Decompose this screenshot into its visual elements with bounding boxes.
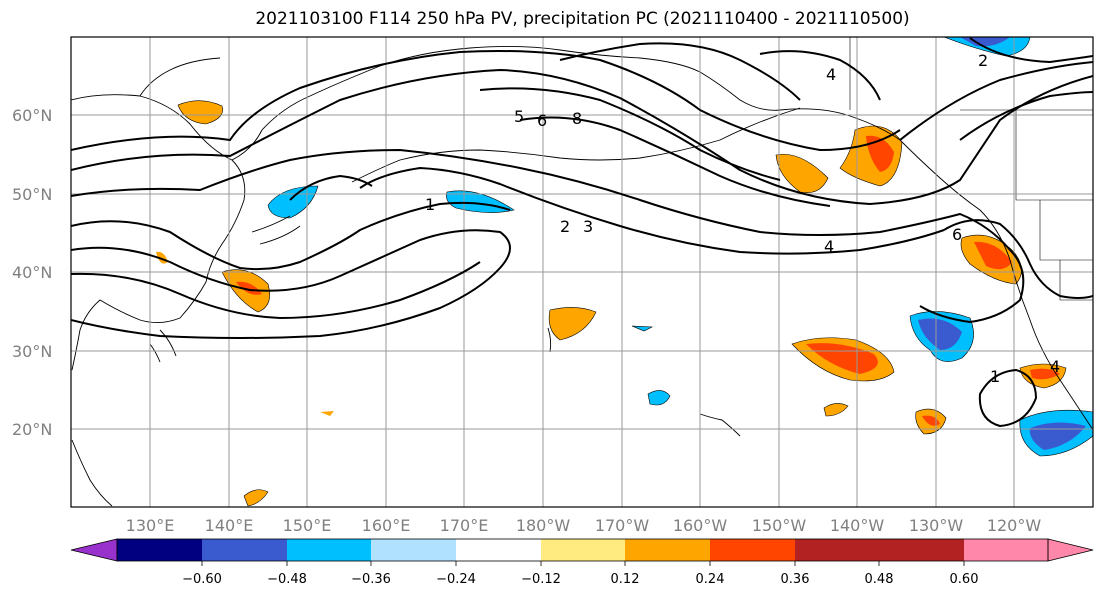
colorbar-tick-label: −0.48 — [267, 572, 307, 587]
colorbar: −0.60 −0.48 −0.36 −0.24 −0.12 0.12 0.24 … — [70, 538, 1094, 587]
lon-label: 140°W — [830, 516, 885, 535]
pv-contour-line — [969, 37, 1093, 64]
colorbar-swatch — [371, 539, 456, 561]
lat-label: 30°N — [12, 342, 52, 361]
lat-label: 40°N — [12, 263, 52, 282]
pv-contours — [71, 37, 1093, 428]
lon-label: 150°E — [283, 516, 332, 535]
precip-strong-region — [866, 135, 894, 172]
colorbar-tick-label: −0.60 — [182, 572, 222, 587]
colorbar-extend-low — [70, 538, 118, 562]
colorbar-swatch — [710, 539, 795, 561]
contour-label: 4 — [826, 65, 836, 84]
lat-label: 20°N — [12, 420, 52, 439]
colorbar-swatch — [964, 539, 1048, 561]
precip-negative-region — [647, 390, 671, 406]
contour-label: 1 — [425, 195, 435, 214]
precip-strong-region — [1030, 368, 1060, 380]
lon-label: 120°W — [987, 516, 1042, 535]
precip-positive-region — [177, 100, 223, 125]
contour-label: 3 — [583, 217, 593, 236]
pv-contour-line — [759, 50, 881, 101]
colorbar-tick-label: 0.48 — [865, 572, 894, 587]
contour-label: 6 — [952, 225, 962, 244]
map-plot-area: 1 2 3 4 5 6 8 4 6 1 2 4 — [71, 37, 1093, 507]
contour-label: 2 — [978, 51, 988, 70]
colorbar-swatch — [625, 539, 710, 561]
latitude-labels: 60°N 50°N 40°N 30°N 20°N — [12, 106, 52, 439]
lon-label: 140°E — [205, 516, 254, 535]
lon-label: 130°W — [909, 516, 964, 535]
colorbar-tick-label: −0.12 — [521, 572, 561, 587]
contour-label: 8 — [572, 109, 582, 128]
colorbar-swatch — [117, 539, 202, 561]
precip-positive-region — [320, 411, 334, 416]
precip-positive-region — [548, 307, 597, 341]
contour-label: 2 — [560, 217, 570, 236]
precip-strong-region — [974, 241, 1012, 270]
map-frame — [70, 36, 1094, 508]
contour-label: 4 — [824, 237, 834, 256]
pv-contour-line — [943, 219, 1093, 299]
colorbar-tick-label: 0.36 — [781, 572, 810, 587]
contour-label: 1 — [990, 367, 1000, 386]
colorbar-tick-label: −0.36 — [351, 572, 391, 587]
colorbar-extend-high — [1047, 538, 1094, 562]
pv-contour-line — [71, 50, 901, 152]
lat-label: 60°N — [12, 106, 52, 125]
precip-strong-region — [236, 281, 262, 295]
longitude-labels: 130°E 140°E 150°E 160°E 170°E 180°W 170°… — [126, 516, 1042, 535]
pv-contour-line — [71, 148, 1025, 324]
pv-contour-line — [71, 229, 511, 339]
pv-contour-line — [479, 87, 781, 181]
pv-contour-line — [559, 42, 801, 101]
colorbar-ticks — [201, 561, 965, 566]
lon-label: 130°E — [126, 516, 175, 535]
coastlines — [71, 45, 1093, 507]
precip-positive-region — [823, 403, 849, 417]
precip-positive-region — [775, 153, 829, 193]
contour-label: 6 — [537, 111, 547, 130]
lon-label: 160°W — [673, 516, 728, 535]
precip-negative-region — [631, 325, 654, 332]
lon-label: 160°E — [362, 516, 411, 535]
colorbar-tick-label: −0.24 — [436, 572, 476, 587]
lon-label: 150°W — [752, 516, 807, 535]
lon-label: 180°W — [516, 516, 571, 535]
precip-positive-region — [243, 489, 269, 507]
contour-labels: 1 2 3 4 5 6 8 4 6 1 2 4 — [425, 51, 1060, 386]
colorbar-swatch — [541, 539, 625, 561]
colorbar-swatch — [287, 539, 371, 561]
pv-contour-line — [959, 91, 1093, 141]
contour-label: 4 — [1050, 357, 1060, 376]
precip-strong-negative-region — [918, 318, 962, 350]
graticule — [71, 37, 1093, 507]
pv-contour-line — [359, 166, 945, 255]
pv-contour-line — [289, 174, 373, 201]
colorbar-swatch — [456, 539, 541, 561]
lon-label: 170°E — [440, 516, 489, 535]
pv-contour-line — [71, 201, 511, 271]
map-title: 2021103100 F114 250 hPa PV, precipitatio… — [255, 9, 910, 29]
colorbar-swatch — [795, 539, 879, 561]
pv-contour-line — [978, 368, 1038, 428]
precip-shading — [156, 37, 1093, 507]
pv-contour-line — [71, 68, 1093, 206]
colorbar-swatch — [202, 539, 287, 561]
lat-label: 50°N — [12, 185, 52, 204]
pv-contour-line — [899, 61, 1093, 141]
colorbar-tick-label: 0.60 — [950, 572, 979, 587]
pv-contour-line — [71, 261, 481, 320]
contour-label: 5 — [514, 107, 524, 126]
pv-contour-line — [519, 116, 831, 207]
political-borders — [849, 37, 1093, 301]
colorbar-tick-label: 0.12 — [611, 572, 640, 587]
lon-label: 170°W — [595, 516, 650, 535]
colorbar-swatch — [879, 539, 964, 561]
colorbar-tick-label: 0.24 — [696, 572, 725, 587]
